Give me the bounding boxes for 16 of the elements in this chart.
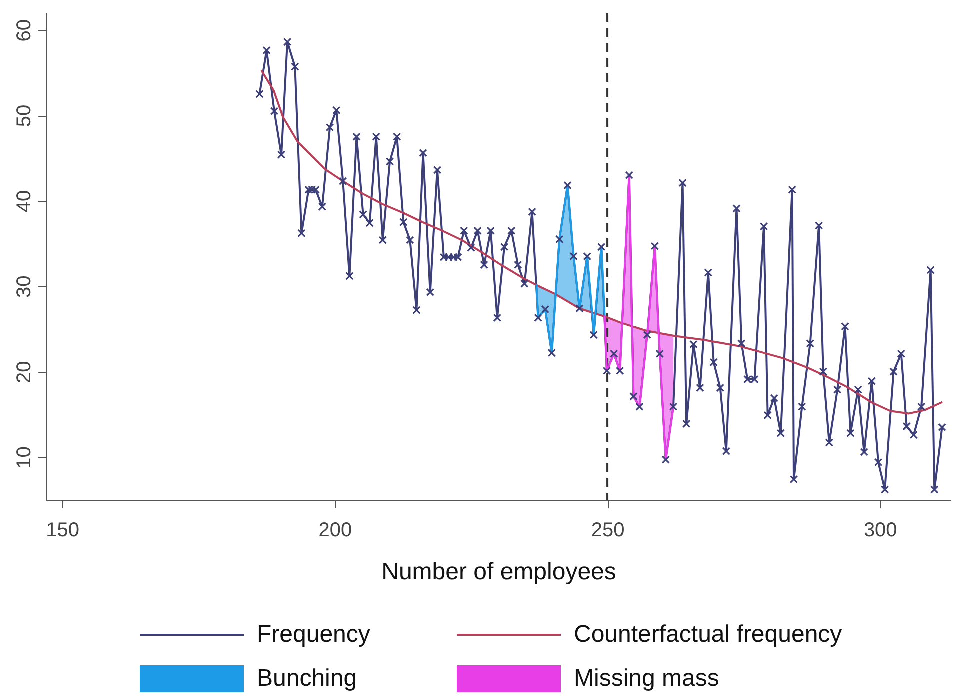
x-tick-label: 250	[591, 520, 625, 542]
y-tick-label: 40	[14, 190, 36, 213]
legend-label: Frequency	[257, 621, 370, 648]
x-tick-label: 200	[318, 520, 352, 542]
y-tick-label: 30	[14, 276, 36, 298]
y-tick-label: 10	[14, 446, 36, 469]
legend-label: Counterfactual frequency	[574, 621, 842, 648]
y-tick-label: 20	[14, 361, 36, 384]
x-axis-title: Number of employees	[382, 558, 616, 586]
y-tick-label: 50	[14, 104, 36, 128]
legend-label: Bunching	[257, 665, 358, 692]
y-tick-label: 60	[14, 19, 36, 42]
line-series	[260, 70, 943, 415]
legend-label: Missing mass	[574, 665, 720, 692]
x-tick-label: 150	[46, 520, 80, 542]
x-tick-label: 300	[864, 520, 898, 542]
